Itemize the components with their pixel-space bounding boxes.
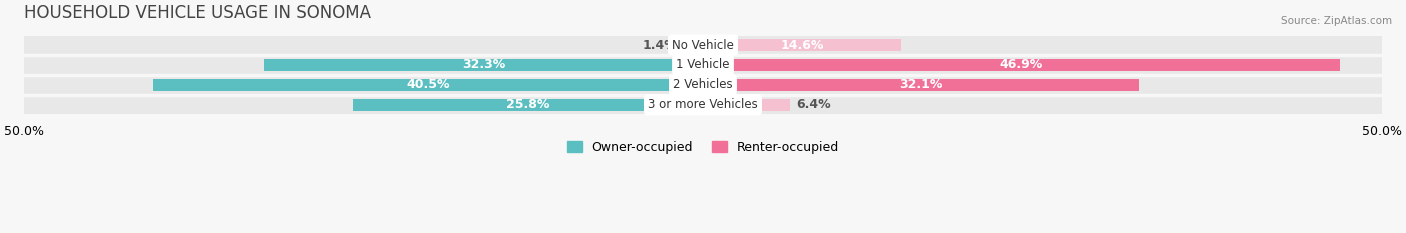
Text: 25.8%: 25.8% [506, 98, 550, 111]
Text: 6.4%: 6.4% [797, 98, 831, 111]
Bar [703, 99, 790, 111]
Bar [683, 39, 703, 51]
Text: 40.5%: 40.5% [406, 78, 450, 91]
Text: 2 Vehicles: 2 Vehicles [673, 78, 733, 91]
Bar [153, 79, 703, 91]
Text: HOUSEHOLD VEHICLE USAGE IN SONOMA: HOUSEHOLD VEHICLE USAGE IN SONOMA [24, 4, 371, 22]
Legend: Owner-occupied, Renter-occupied: Owner-occupied, Renter-occupied [562, 136, 844, 159]
Bar [353, 99, 703, 111]
Text: 3 or more Vehicles: 3 or more Vehicles [648, 98, 758, 111]
Text: 46.9%: 46.9% [1000, 58, 1043, 72]
Bar [703, 39, 901, 51]
Text: 1.4%: 1.4% [643, 38, 678, 51]
Text: 32.1%: 32.1% [900, 78, 942, 91]
Bar [24, 76, 1382, 94]
Bar [703, 79, 1139, 91]
Text: No Vehicle: No Vehicle [672, 38, 734, 51]
Bar [24, 96, 1382, 114]
Text: 14.6%: 14.6% [780, 38, 824, 51]
Bar [24, 36, 1382, 54]
Bar [703, 59, 1340, 71]
Bar [24, 56, 1382, 74]
Text: 1 Vehicle: 1 Vehicle [676, 58, 730, 72]
Text: 32.3%: 32.3% [463, 58, 505, 72]
Text: Source: ZipAtlas.com: Source: ZipAtlas.com [1281, 16, 1392, 26]
Bar [264, 59, 703, 71]
